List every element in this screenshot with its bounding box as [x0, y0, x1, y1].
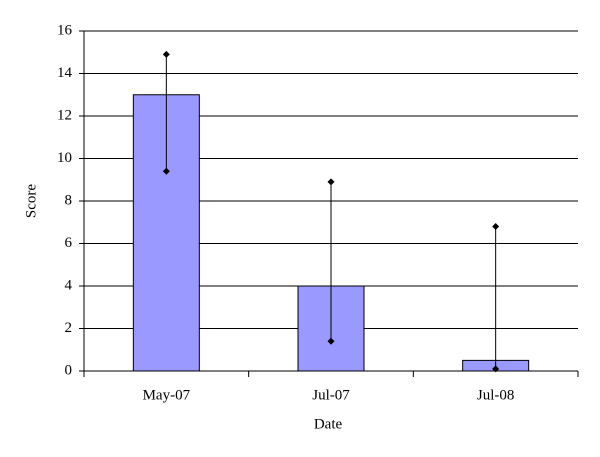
error-cap-upper [492, 223, 500, 230]
error-cap-lower [492, 365, 500, 373]
y-tick-label: 4 [65, 277, 73, 293]
y-tick-label: 2 [65, 320, 73, 336]
y-tick-label: 8 [65, 192, 73, 208]
y-tick-label: 12 [57, 107, 72, 123]
error-cap-lower [327, 337, 335, 345]
x-tick-label: Jul-08 [477, 387, 515, 403]
y-axis-label: Score [23, 184, 39, 218]
error-cap-lower [162, 167, 170, 175]
y-tick-label: 14 [57, 65, 73, 81]
x-axis-label: Date [314, 416, 343, 432]
y-tick-label: 6 [65, 235, 73, 251]
y-tick-label: 16 [57, 22, 73, 38]
x-tick-label: Jul-07 [312, 387, 350, 403]
x-tick-label: May-07 [143, 387, 191, 403]
y-tick-label: 10 [57, 150, 72, 166]
y-tick-label: 0 [65, 362, 73, 378]
error-cap-upper [327, 178, 335, 186]
error-cap-upper [162, 50, 170, 58]
